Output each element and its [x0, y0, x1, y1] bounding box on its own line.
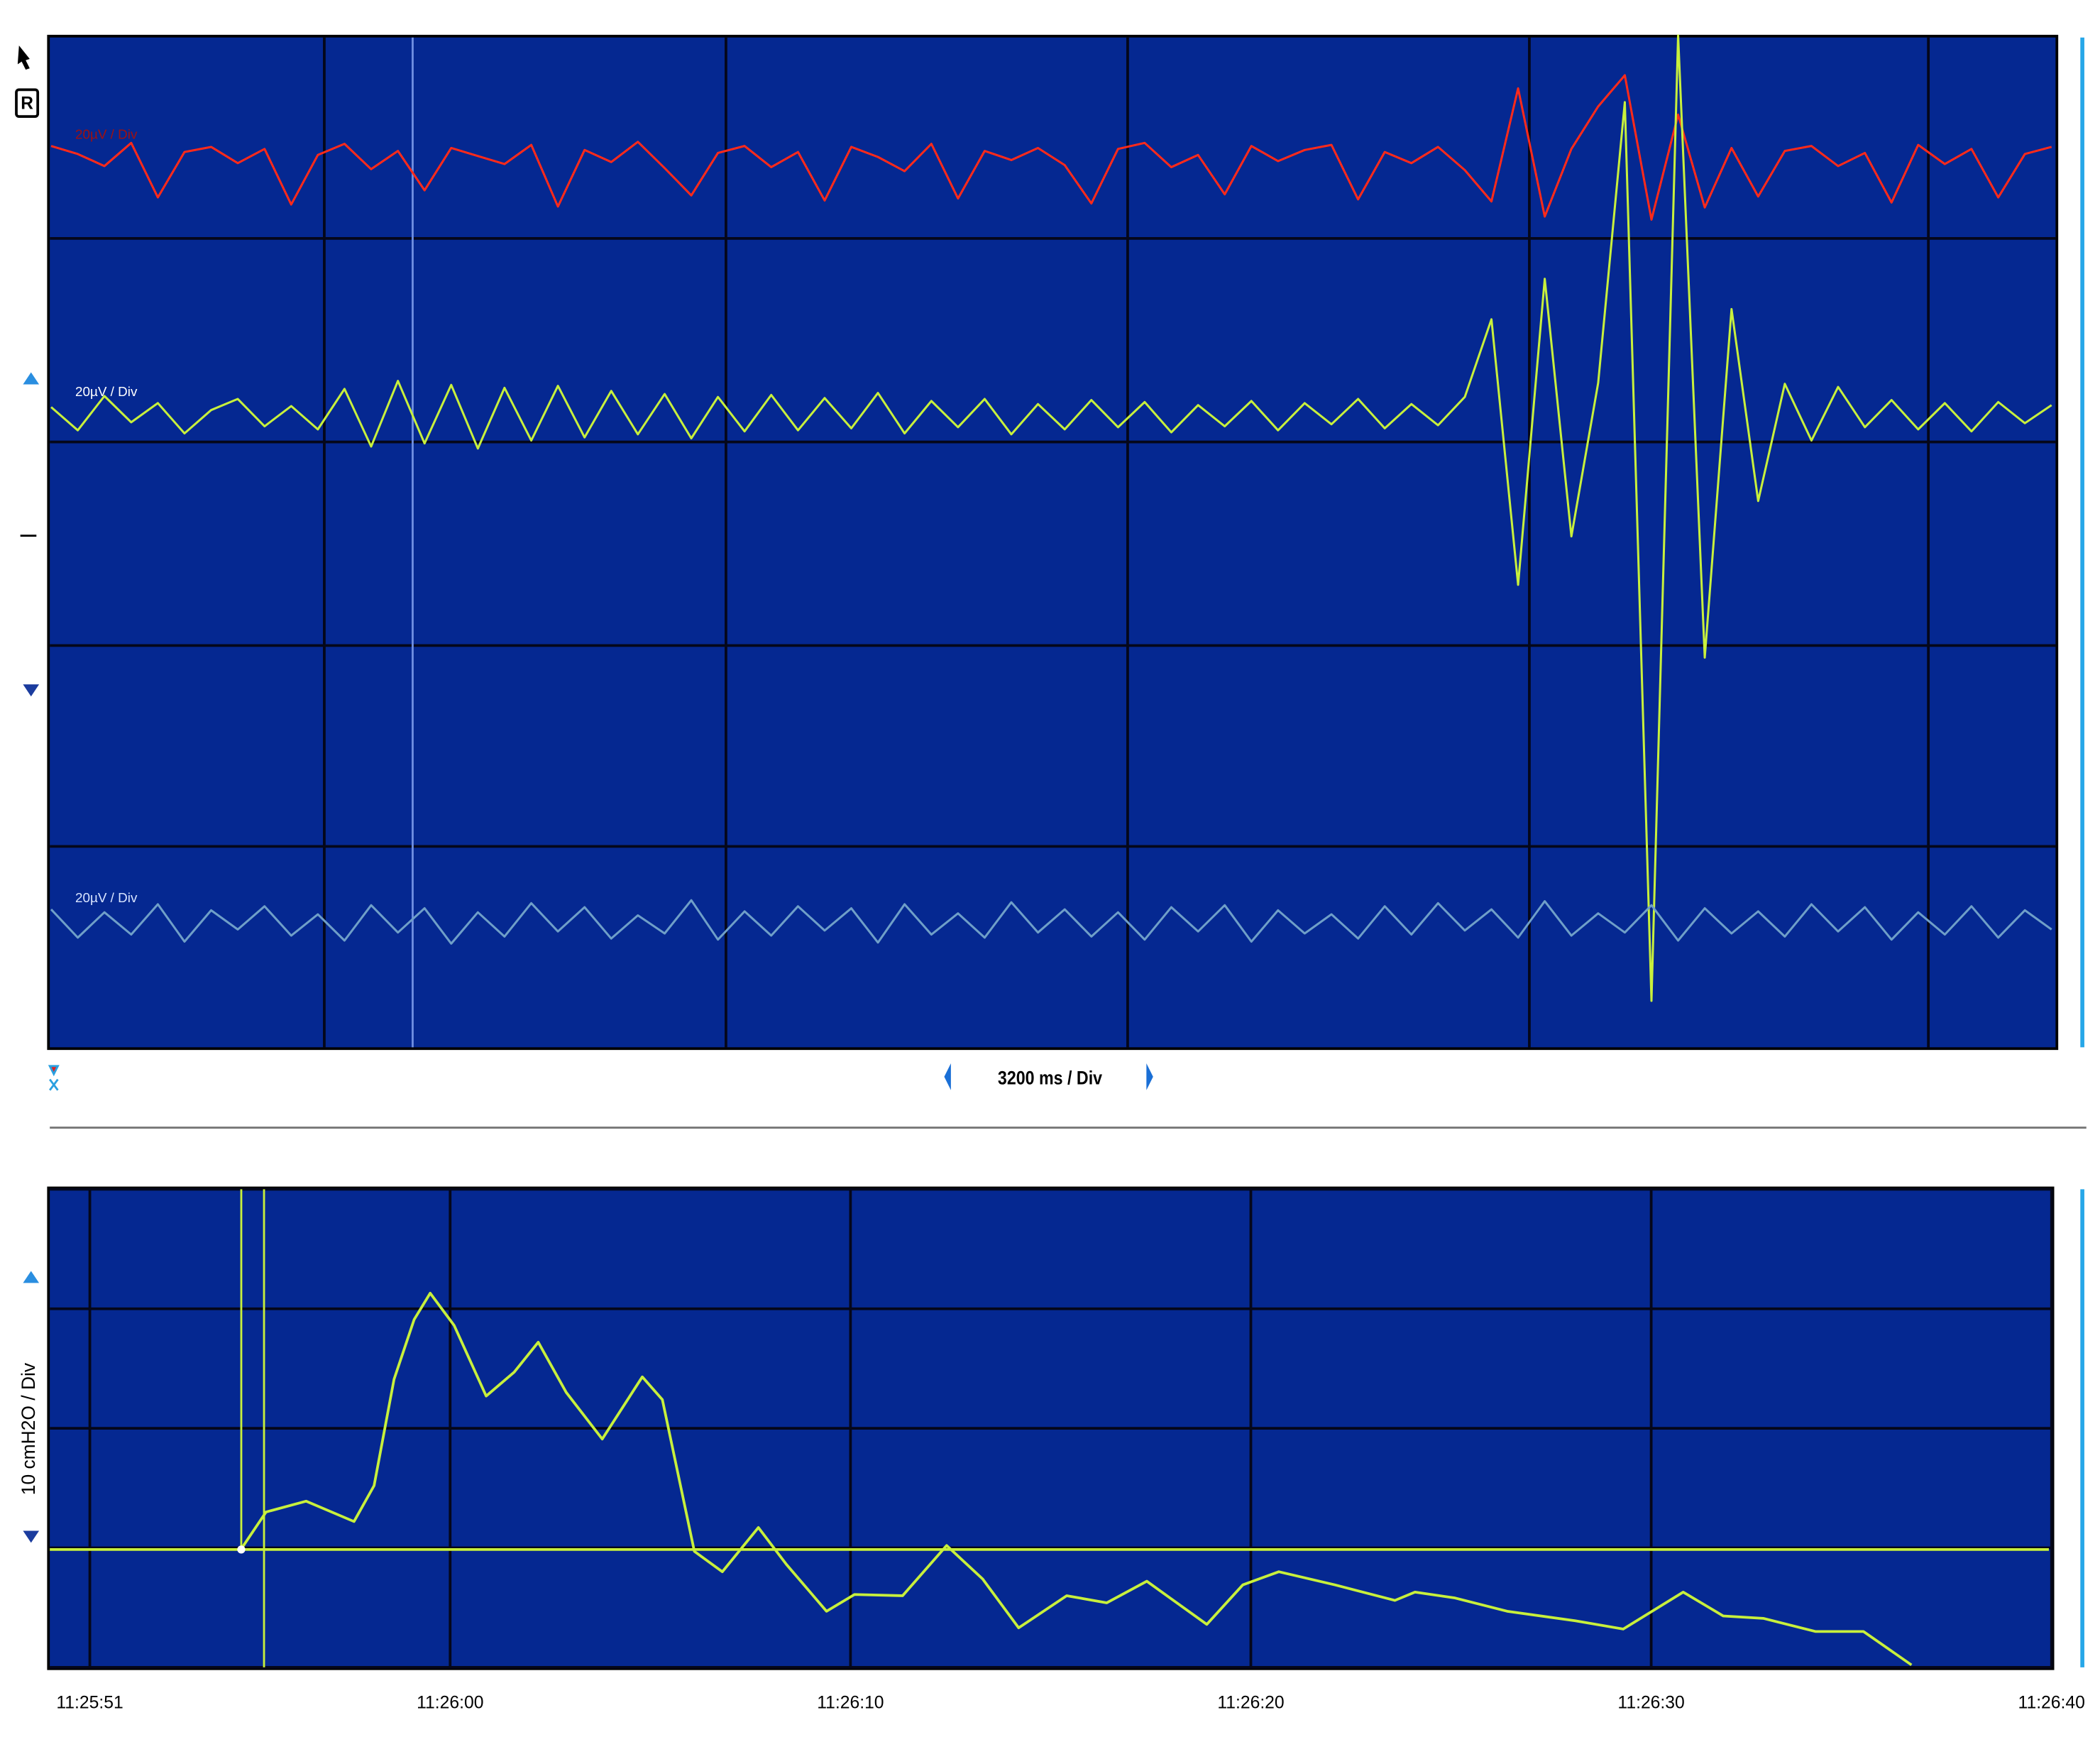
emg-grid	[50, 37, 2056, 1048]
timebase-label: 3200 ms / Div	[998, 1068, 1102, 1089]
emg-trace	[50, 899, 2052, 945]
x-tick-label: 11:26:10	[817, 1693, 884, 1712]
x-tick-label: 11:26:20	[1217, 1693, 1284, 1712]
pointer-tool[interactable]	[17, 45, 30, 70]
pressure-line	[241, 1291, 1913, 1667]
marker-tool[interactable]	[48, 1065, 60, 1091]
emg-trace	[50, 74, 2052, 221]
x-tick-label: 11:25:51	[56, 1693, 123, 1712]
y-axis-label: 10 cmH2O / Div	[18, 1362, 39, 1495]
scroll-down[interactable]	[23, 1530, 40, 1543]
trace-label: 20µV / Div	[75, 384, 138, 399]
trace-label: 20µV / Div	[75, 890, 138, 905]
cursor-handle[interactable]	[237, 1545, 246, 1554]
trace-label: 20µV / Div	[75, 127, 138, 142]
x-tick-label: 11:26:30	[1617, 1693, 1684, 1712]
emg-traces: 20µV / Div 20µV / Div 20µV / Div	[50, 34, 2052, 1002]
scroll-up[interactable]	[23, 1271, 40, 1283]
x-tick-label: 11:26:40	[2018, 1693, 2085, 1712]
record-label[interactable]: R	[21, 94, 33, 114]
record-button[interactable]	[15, 88, 40, 119]
timebase-increase[interactable]	[1146, 1063, 1153, 1090]
timebase-decrease[interactable]	[944, 1063, 951, 1090]
scroll-up[interactable]	[23, 372, 40, 385]
pressure-chart	[50, 1188, 2053, 1669]
x-tick-label: 11:26:00	[417, 1693, 483, 1712]
scroll-down[interactable]	[23, 684, 40, 697]
emg-trace	[50, 34, 2052, 1002]
emg-panel	[47, 35, 2059, 1051]
